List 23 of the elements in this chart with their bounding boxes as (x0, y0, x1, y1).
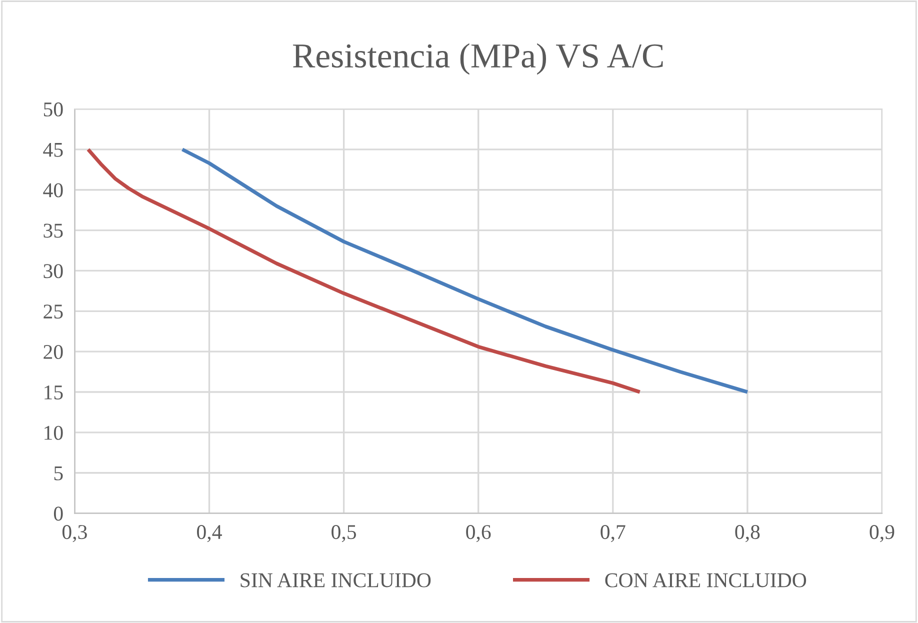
chart-title: Resistencia (MPa) VS A/C (293, 43, 663, 75)
x-tick-label: 0,9 (870, 525, 894, 542)
x-tick-label: 0,3 (62, 525, 87, 542)
line-series (180, 148, 750, 394)
y-tick-label: 50 (44, 102, 63, 116)
x-tick-label: 0,6 (466, 525, 491, 542)
y-tick-label: 0 (54, 506, 63, 521)
y-tick-label: 25 (44, 304, 63, 319)
y-tick-label: 35 (44, 224, 63, 238)
y-tick-label: 15 (44, 385, 63, 400)
y-tick-label: 20 (44, 344, 63, 360)
y-tick-label: 30 (44, 264, 63, 278)
y-tick-label: 10 (44, 426, 63, 440)
legend-label: SIN AIRE INCLUIDO (240, 573, 431, 588)
y-tick-label: 40 (43, 183, 63, 198)
legend-label: CON AIRE INCLUIDO (605, 573, 806, 588)
x-tick-label: 0,4 (197, 525, 222, 542)
line-series (86, 148, 642, 394)
x-tick-label: 0,5 (332, 525, 356, 542)
x-tick-label: 0,7 (600, 525, 626, 542)
y-tick-label: 45 (43, 142, 63, 157)
x-tick-label: 0,8 (735, 525, 760, 542)
y-tick-label: 5 (54, 466, 63, 480)
